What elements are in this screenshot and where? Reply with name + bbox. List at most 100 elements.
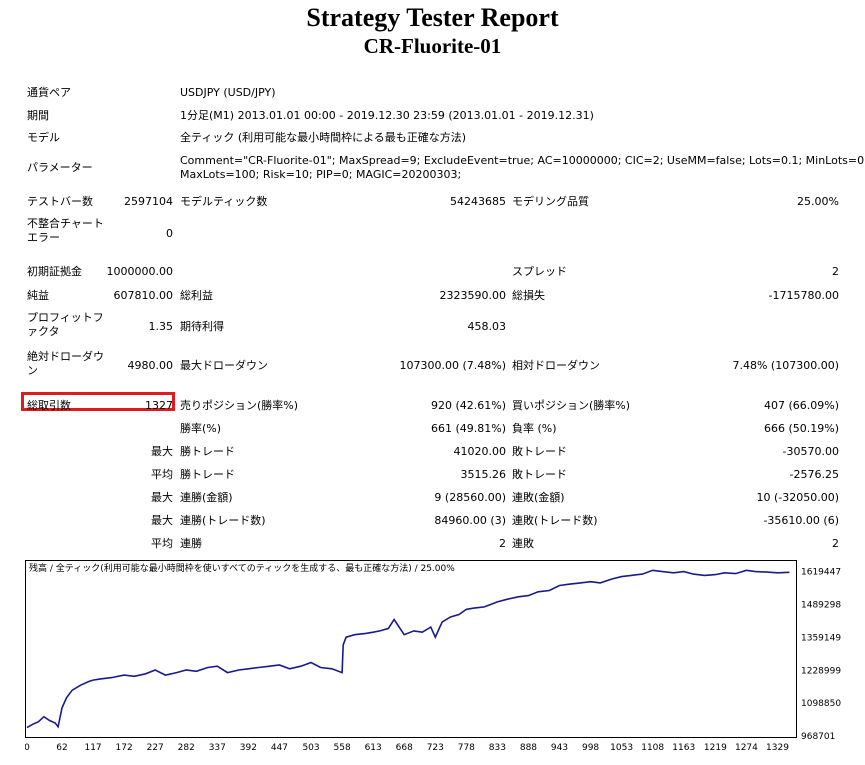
average-consecutive-wins-value: 2 [499,537,506,550]
x-tick-label: 62 [56,743,67,753]
absolute-drawdown-label: 絶対ドローダウ ン [27,350,104,377]
relative-drawdown-label: 相対ドローダウン [512,359,600,372]
deposit-label: 初期証拠金 [27,265,82,278]
quality-value: 25.00% [797,195,839,208]
x-tick-label: 1163 [672,743,695,753]
y-tick-label: 1228999 [801,666,841,676]
consecutive-profit-value: 84960.00 (3) [434,514,506,527]
consecutive-profit-label: 連勝(トレード数) [180,514,266,527]
spread-value: 2 [832,265,839,278]
consecutive-loss-amount-value: -35610.00 (6) [763,514,839,527]
absolute-drawdown-value: 4980.00 [127,359,174,372]
mismatch-value: 0 [166,227,173,240]
largest-label: 最大 [151,445,173,458]
average-win-value: 3515.26 [460,468,507,481]
average-consecutive-label: 平均 [151,537,173,550]
y-tick-label: 1619447 [801,568,841,578]
average-consecutive-losses-label: 連敗 [512,537,534,550]
y-tick-label: 1098850 [801,699,841,709]
average-win-label: 勝トレード [180,468,235,481]
largest-loss-label: 敗トレード [512,445,567,458]
total-trades-label: 総取引数 [27,399,71,412]
ticks-value: 54243685 [450,195,506,208]
x-tick-label: 392 [240,743,257,753]
quality-label: モデリング品質 [512,195,589,208]
x-tick-label: 117 [84,743,101,753]
x-tick-label: 1108 [641,743,664,753]
short-positions-value: 920 (42.61%) [430,399,506,412]
period-label: 期間 [27,109,49,122]
x-tick-label: 337 [209,743,226,753]
consecutive-wins-money-label: 連勝(金額) [180,491,233,504]
profit-factor-value: 1.35 [148,320,174,333]
consecutive-losses-money-value: 10 (-32050.00) [756,491,839,504]
plot-frame [25,560,797,738]
gross-profit-value: 2323590.00 [439,289,506,302]
gross-profit-label: 総利益 [180,289,213,302]
x-tick-label: 668 [396,743,413,753]
short-positions-label: 売りポジション(勝率%) [180,399,299,412]
x-tick-label: 558 [334,743,351,753]
bars-label: テストバー数 [27,195,93,208]
report-title: Strategy Tester Report [306,3,559,32]
consecutive-wins-money-value: 9 (28560.00) [434,491,506,504]
x-tick-label: 1053 [610,743,633,753]
loss-rate-label: 負率 (%) [512,422,557,435]
relative-drawdown-value: 7.48% (107300.00) [732,359,839,372]
net-value: 607810.00 [113,289,174,302]
x-tick-label: 943 [551,743,568,753]
total-trades-highlight [21,392,175,411]
chart-title: 残高 / 全ティック(利用可能な最小時間枠を使いすべてのティックを生成する、最も… [29,562,455,574]
y-tick-label: 1489298 [801,601,841,611]
params-line1: Comment="CR-Fluorite-01"; MaxSpread=9; E… [180,154,865,167]
consecutive-losses-money-label: 連敗(金額) [512,491,565,504]
x-tick-label: 1219 [704,743,727,753]
model-value: 全ティック (利用可能な最小時間枠による最も正確な方法) [180,131,467,144]
balance-chart: 残高 / 全ティック(利用可能な最小時間枠を使いすべてのティックを生成する、最も… [25,560,841,753]
win-rate-label: 勝率(%) [180,422,222,435]
long-positions-value: 407 (66.09%) [763,399,839,412]
loss-rate-value: 666 (50.19%) [763,422,839,435]
x-tick-label: 282 [178,743,195,753]
deposit-value: 1000000.00 [106,265,173,278]
model-label: モデル [27,131,60,144]
x-tick-label: 1274 [735,743,758,753]
expected-payoff-label: 期待利得 [180,320,224,333]
y-tick-label: 968701 [801,732,835,742]
average-label: 平均 [151,468,173,481]
largest-win-label: 勝トレード [180,445,235,458]
symbol-label: 通貨ペア [27,86,71,99]
gross-loss-value: -1715780.00 [768,289,839,302]
largest-win-value: 41020.00 [453,445,507,458]
x-tick-label: 833 [489,743,506,753]
x-tick-label: 172 [116,743,133,753]
gross-loss-label: 総損失 [512,289,545,302]
mismatch-label: 不整合チャート エラー [27,217,104,244]
x-tick-label: 613 [365,743,382,753]
x-tick-label: 723 [427,743,444,753]
total-trades-value: 1327 [145,399,173,412]
bars-value: 2597104 [124,195,173,208]
expected-payoff-value: 458.03 [467,320,507,333]
average-loss-value: -2576.25 [789,468,839,481]
x-tick-label: 888 [520,743,537,753]
x-tick-label: 778 [458,743,475,753]
params-line2: MaxLots=100; Risk=10; PIP=0; MAGIC=20200… [180,168,462,181]
balance-series-line [26,569,790,729]
x-tick-label: 447 [271,743,288,753]
max-consecutive-label: 最大 [151,491,173,504]
x-tick-label: 0 [25,743,30,753]
long-positions-label: 買いポジション(勝率%) [512,399,631,412]
consecutive-loss-amount-label: 連敗(トレード数) [512,514,598,527]
x-tick-label: 503 [302,743,319,753]
x-tick-label: 1329 [766,743,789,753]
largest-loss-value: -30570.00 [782,445,839,458]
net-label: 純益 [27,289,49,302]
x-tick-label: 998 [582,743,599,753]
max-drawdown-value: 107300.00 (7.48%) [399,359,506,372]
win-rate-value: 661 (49.81%) [430,422,506,435]
max-drawdown-label: 最大ドローダウン [180,359,268,372]
average-loss-label: 敗トレード [512,468,567,481]
spread-label: スプレッド [512,265,567,278]
period-value: 1分足(M1) 2013.01.01 00:00 - 2019.12.30 23… [180,109,594,122]
